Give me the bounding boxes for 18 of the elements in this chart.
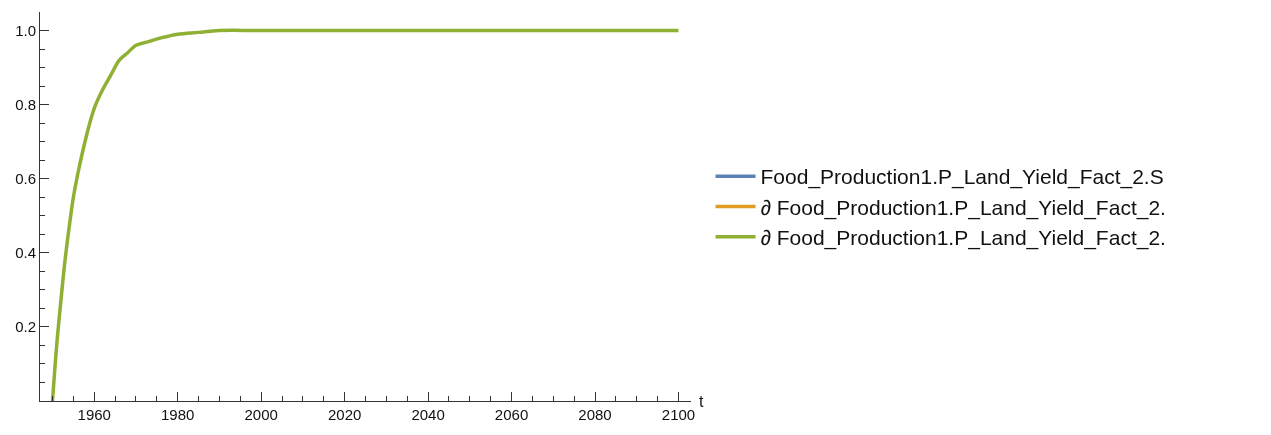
- x-tick-label: 2100: [661, 406, 696, 423]
- line-series: [50, 28, 681, 401]
- y-tick-label: 0.2: [15, 318, 36, 336]
- x-tick-label: 1980: [161, 406, 195, 423]
- x-tick-label: 2000: [244, 406, 278, 423]
- y-tick-label: 1.0: [15, 21, 36, 39]
- x-tick-label: 2060: [494, 406, 529, 423]
- x-tick-label: 2040: [411, 406, 445, 423]
- y-tick-label: 0.8: [15, 95, 36, 113]
- legend-label: Food_Production1.P_Land_Yield_Fact_2.S: [760, 165, 1164, 190]
- x-tick-label: 2080: [578, 406, 612, 423]
- legend-label: ∂ Food_Production1.P_Land_Yield_Fact_2.: [760, 195, 1166, 220]
- x-tick-label: 1960: [77, 406, 111, 423]
- x-tick-label: 2020: [327, 406, 362, 423]
- y-tick-label: 0.4: [15, 244, 36, 262]
- x-axis-title: t: [699, 393, 704, 410]
- legend-label: ∂ Food_Production1.P_Land_Yield_Fact_2.: [760, 225, 1166, 250]
- y-tick-label: 0.6: [15, 169, 36, 187]
